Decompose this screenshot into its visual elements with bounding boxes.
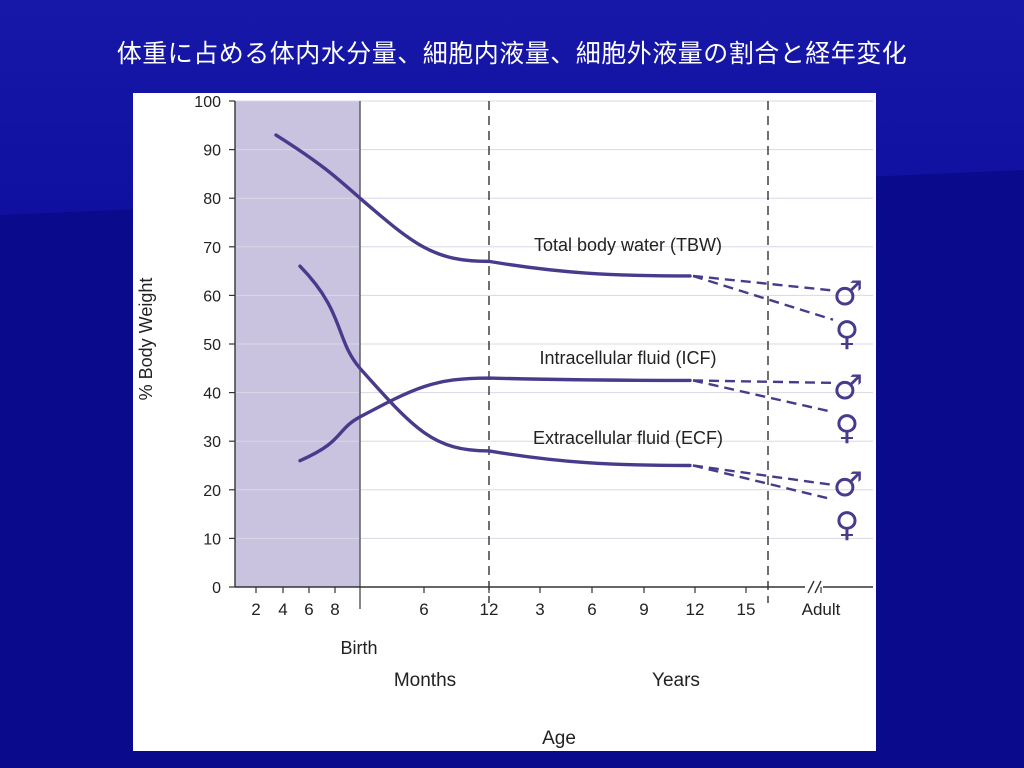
y-tick-label: 10 (203, 531, 221, 548)
x-tick-label: 12 (686, 600, 705, 619)
years-label: Years (652, 670, 700, 691)
y-tick-label: 60 (203, 288, 221, 305)
x-tick-label: 9 (639, 600, 648, 619)
y-tick-label: 80 (203, 191, 221, 208)
y-tick-label: 100 (194, 94, 221, 111)
x-tick-label: 6 (304, 600, 313, 619)
adult-male-line (692, 379, 834, 385)
male-symbol-icon: ♂ (833, 368, 863, 408)
x-tick-label: 6 (587, 600, 596, 619)
adult-male-line (692, 274, 834, 292)
y-tick-label: 50 (203, 337, 221, 354)
adult-female-line (692, 379, 834, 414)
series-curve (298, 264, 692, 468)
chart-panel: 0 10 20 30 40 50 60 70 80 90 100 2 4 6 8 6 12 3 6 9 12 15 Adul… (133, 93, 876, 751)
adult-lines: ♂♀♂♀♂♀ (692, 274, 863, 545)
female-symbol-icon: ♀ (835, 408, 860, 448)
months-label: Months (394, 670, 456, 691)
y-tick-label: 20 (203, 483, 221, 500)
x-tick-label: 15 (737, 600, 756, 619)
x-tick-label: 8 (330, 600, 339, 619)
y-tick-label: 40 (203, 386, 221, 403)
x-axis-label: Age (542, 728, 576, 749)
adult-female-line (692, 274, 834, 321)
period-dividers (359, 101, 769, 609)
x-tick-label: 2 (251, 600, 260, 619)
x-tick-label: 12 (480, 600, 499, 619)
y-tick-label: 70 (203, 240, 221, 257)
series-label: Intracellular fluid (ICF) (539, 348, 716, 368)
y-tick-label: 0 (212, 580, 221, 597)
series-label: Extracellular fluid (ECF) (533, 428, 723, 448)
adult-female-line (692, 464, 834, 501)
y-tick-label: 30 (203, 434, 221, 451)
series-curves (274, 133, 692, 468)
x-tick-label: 4 (278, 600, 287, 619)
chart-labels: Total body water (TBW) Intracellular flui… (533, 235, 723, 448)
series-curve (274, 133, 692, 278)
x-tick-label: Adult (802, 600, 841, 619)
x-tick-label: 3 (535, 600, 544, 619)
y-axis-label: % Body Weight (136, 278, 156, 401)
gridlines (235, 100, 873, 539)
axis-break (814, 580, 822, 594)
birth-label: Birth (340, 638, 377, 658)
axis-break (807, 580, 815, 594)
y-tick-label: 90 (203, 143, 221, 160)
series-curve (298, 376, 692, 463)
female-symbol-icon: ♀ (835, 314, 860, 354)
slide-title: 体重に占める体内水分量、細胞内液量、細胞外液量の割合と経年変化 (116, 39, 908, 68)
female-symbol-icon: ♀ (835, 505, 860, 545)
male-symbol-icon: ♂ (833, 274, 863, 314)
series-label: Total body water (TBW) (534, 235, 722, 255)
male-symbol-icon: ♂ (833, 465, 863, 505)
x-tick-label: 6 (419, 600, 428, 619)
adult-male-line (692, 464, 834, 487)
